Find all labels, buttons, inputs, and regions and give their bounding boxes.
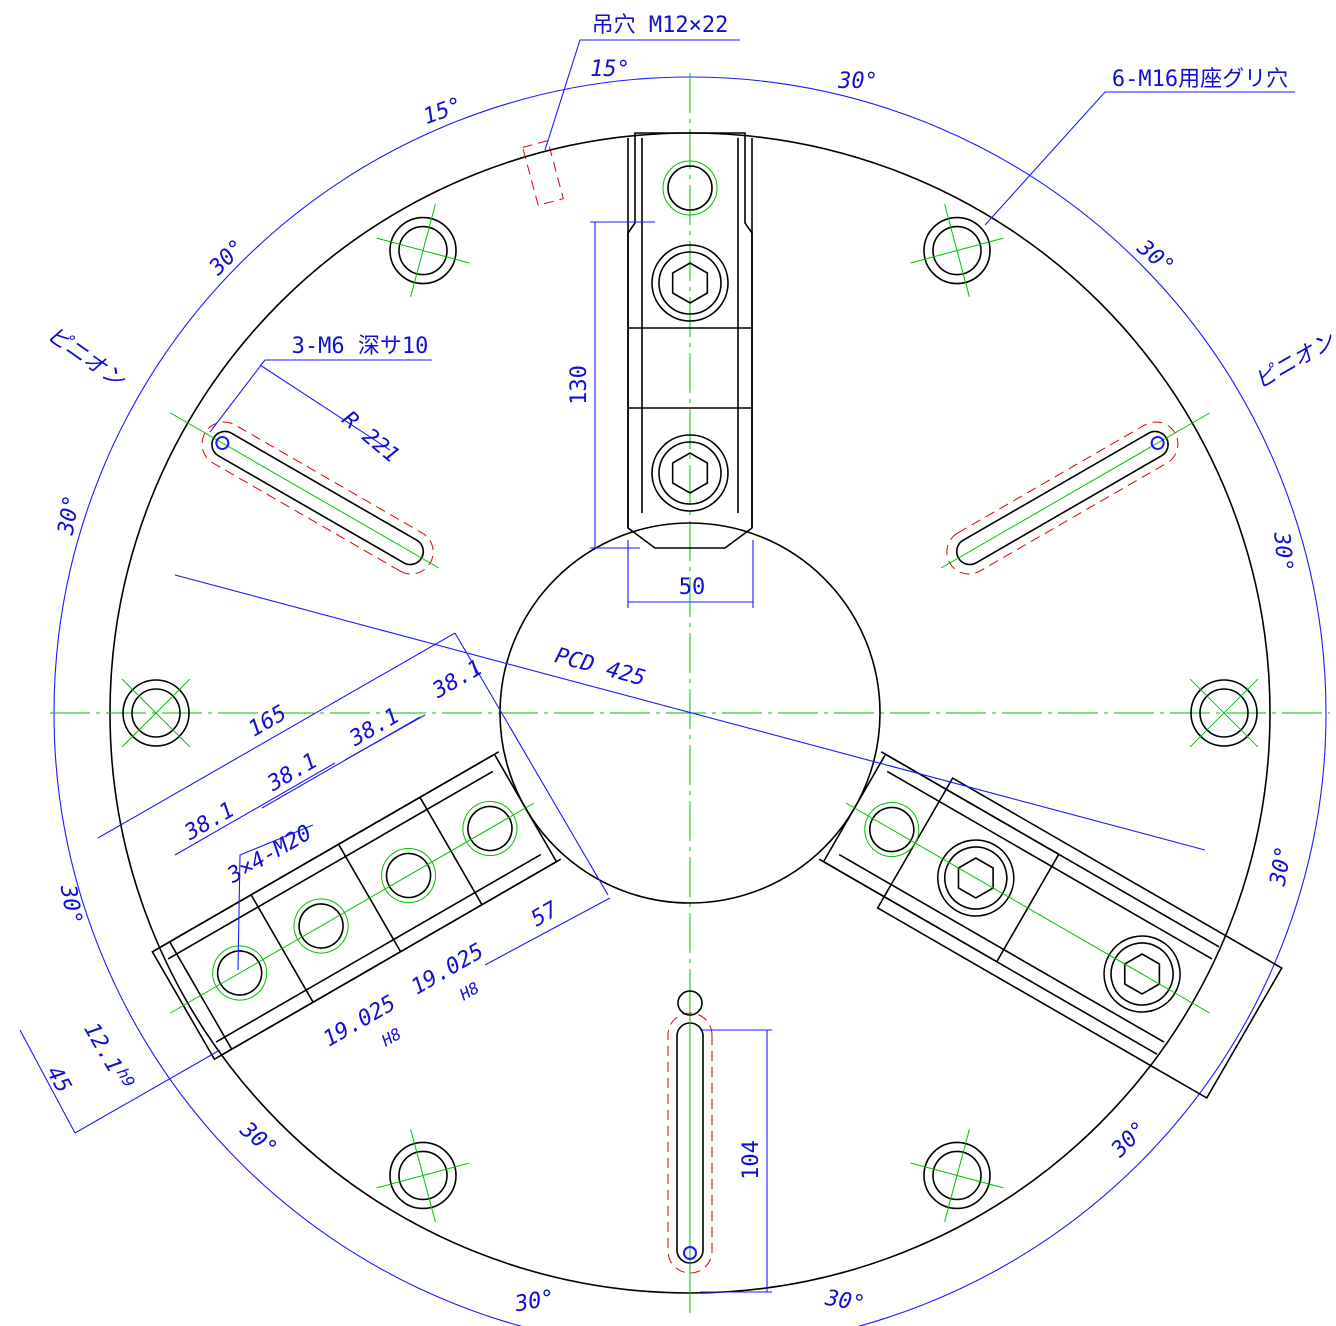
angle-label: 30° bbox=[512, 1286, 556, 1318]
dimension: H8 bbox=[456, 978, 483, 1005]
angle-label: 30° bbox=[822, 1286, 866, 1318]
axis bbox=[170, 803, 534, 1013]
pinion-slot bbox=[930, 394, 1220, 587]
dimension-lines bbox=[20, 40, 1295, 1292]
callout: R 221 bbox=[337, 407, 404, 469]
pinion-slot bbox=[668, 1003, 712, 1313]
pinion-slot bbox=[159, 394, 449, 587]
dimension: 50 bbox=[679, 575, 706, 600]
dimension: 38.1 bbox=[180, 797, 239, 846]
dimension: 165 bbox=[244, 701, 291, 743]
dimension: 38.1 bbox=[263, 748, 322, 797]
axis bbox=[846, 803, 1210, 1013]
dimension: 130 bbox=[567, 365, 592, 405]
angle-label: 30° bbox=[204, 235, 250, 281]
callout: ピニオン bbox=[1250, 328, 1336, 395]
dimension: 38.1 bbox=[428, 655, 487, 704]
callout: 3×4-M20 bbox=[222, 821, 316, 890]
angle-label: 30° bbox=[1131, 235, 1178, 280]
angle-label: 30° bbox=[1266, 844, 1298, 888]
dimension: 12.1 bbox=[78, 1019, 126, 1077]
drawing: 吊穴 M12×22 6-M16用座グリ穴 3-M6 深サ10 ピニオン ピニオン… bbox=[0, 0, 1336, 1326]
callout: 吊穴 M12×22 bbox=[592, 13, 729, 38]
angle-label: 15° bbox=[590, 57, 630, 82]
axis bbox=[170, 413, 438, 568]
dimension: 104 bbox=[739, 1140, 764, 1180]
angle-label: 30° bbox=[837, 69, 878, 94]
callout: 6-M16用座グリ穴 bbox=[1112, 67, 1288, 92]
dimension: 38.1 bbox=[345, 703, 404, 752]
dimension: 57 bbox=[527, 897, 563, 932]
callout: ピニオン bbox=[42, 322, 130, 394]
callout: 3-M6 深サ10 bbox=[292, 334, 429, 359]
lifting-hole bbox=[523, 141, 564, 206]
dimension: H8 bbox=[378, 1024, 405, 1051]
top-jaw bbox=[808, 738, 1281, 1098]
angle-label: 30° bbox=[1268, 530, 1296, 573]
angle-label: 30° bbox=[55, 882, 87, 926]
dimension: 45 bbox=[41, 1062, 76, 1097]
angle-label: 30° bbox=[234, 1117, 281, 1162]
callout: PCD 425 bbox=[552, 643, 648, 691]
axis bbox=[941, 413, 1209, 568]
angle-label: 15° bbox=[420, 93, 466, 130]
